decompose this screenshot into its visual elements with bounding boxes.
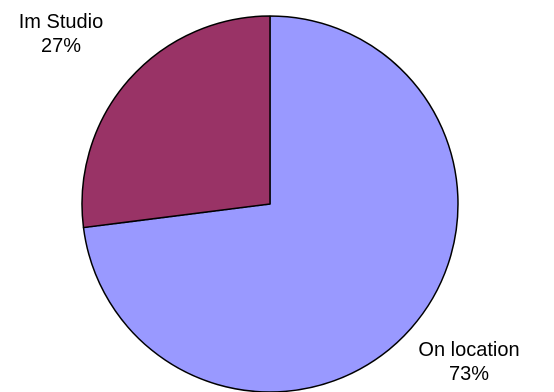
slice-label-im-studio: Im Studio 27% [2, 10, 120, 58]
slice-label-percent: 73% [448, 363, 490, 385]
slice-label-percent: 27% [40, 35, 82, 57]
slice-label-on-location: On location 73% [410, 338, 528, 386]
slice-label-name: On location [418, 339, 520, 361]
slice-label-name: Im Studio [18, 11, 104, 33]
pie-slice-im-studio [81, 15, 271, 229]
